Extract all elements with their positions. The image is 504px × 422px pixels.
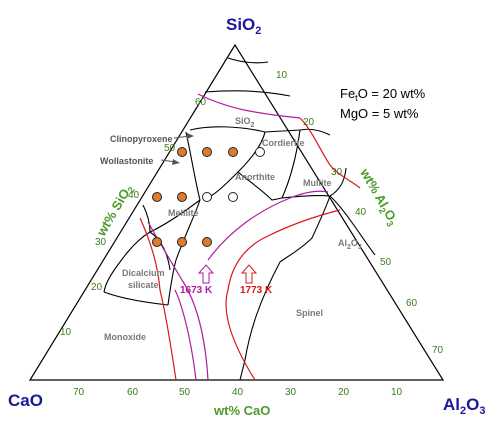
tick-label: 40	[355, 207, 367, 218]
phase-region-labels: SiO2 Cordierite Anorthite Mullite Melili…	[104, 116, 362, 342]
region-label-mullite: Mullite	[303, 178, 332, 188]
region-label-dicalcium: Dicalcium	[122, 268, 165, 278]
right-axis-ticks: 20 30 40 50 60 70 10	[276, 70, 444, 356]
boundary-line	[103, 231, 151, 293]
composition-marker	[177, 147, 187, 157]
composition-marker	[202, 237, 212, 247]
isotherm-arrow-1773	[240, 264, 258, 284]
tick-label: 30	[95, 237, 107, 248]
boundary-line	[185, 131, 201, 201]
isotherm-1773k	[227, 209, 341, 291]
tick-label: 40	[232, 387, 244, 398]
isotherm-1773k	[225, 289, 256, 381]
tick-label: 50	[179, 387, 191, 398]
boundary-line	[281, 129, 301, 199]
boundary-line	[204, 90, 291, 97]
boundary-line	[207, 131, 266, 199]
bottom-axis-ticks: 70 60 50 40 30 20 10	[73, 387, 403, 398]
region-label-monoxide: Monoxide	[104, 332, 146, 342]
isotherm-1673k	[197, 93, 301, 119]
composition-marker-open	[202, 192, 212, 202]
vertex-label-al2o3: Al2O3	[443, 395, 485, 417]
tick-label: 50	[164, 143, 176, 154]
boundary-line	[237, 171, 283, 201]
tick-label: 10	[60, 327, 72, 338]
region-label-al2o3: Al2O3	[338, 238, 362, 251]
pointer-clinopyroxene: Clinopyroxene	[110, 133, 194, 144]
boundary-line	[329, 167, 347, 197]
pointer-arrowhead	[187, 133, 194, 139]
tick-label: 30	[285, 387, 297, 398]
pointer-label-clinopyroxene: Clinopyroxene	[110, 134, 173, 144]
vertex-label-cao: CaO	[8, 391, 43, 410]
tick-label: 40	[128, 190, 140, 201]
boundary-line	[189, 126, 331, 136]
isotherm-1673k	[207, 190, 329, 261]
pointer-wollastonite: Wollastonite	[100, 156, 180, 166]
tick-label: 60	[195, 97, 207, 108]
boundary-line	[227, 57, 269, 64]
isotherm-arrow-1673	[197, 264, 215, 284]
composition-marker	[202, 147, 212, 157]
isotherm-label-text-1673: 1673 K	[180, 285, 213, 296]
region-label-sio2: SiO2	[235, 116, 255, 129]
composition-marker	[228, 147, 238, 157]
tick-label: 50	[380, 257, 392, 268]
ternary-frame	[28, 43, 445, 381]
composition-marker	[177, 192, 187, 202]
isotherm-label-1673: 1673 K	[180, 264, 215, 296]
region-label-anorthite: Anorthite	[235, 172, 275, 182]
left-axis-ticks: 30 40 50 60 20 10	[60, 97, 207, 338]
boundary-line	[239, 195, 331, 381]
tick-label: 10	[276, 70, 288, 81]
tick-label: 20	[303, 117, 315, 128]
isotherm-1773k	[299, 117, 361, 189]
tick-label: 20	[91, 282, 103, 293]
isotherm-1673k	[174, 289, 197, 381]
isotherm-label-1773: 1773 K	[240, 264, 273, 296]
boundary-line	[103, 291, 169, 306]
tick-label: 60	[127, 387, 139, 398]
phase-boundaries	[103, 57, 376, 381]
composition-marker-open	[255, 147, 265, 157]
condition-mgo: MgO = 5 wt%	[340, 106, 419, 121]
region-label-silicate: silicate	[128, 280, 159, 290]
vertex-label-sio2: SiO2	[226, 15, 261, 37]
composition-markers	[152, 147, 265, 247]
axis-title-right: wt% Al2O3	[355, 165, 401, 228]
isotherm-1773k	[139, 217, 177, 381]
pointer-arrowhead	[172, 159, 180, 165]
tick-label: 60	[406, 298, 418, 309]
composition-marker	[152, 192, 162, 202]
composition-marker	[152, 237, 162, 247]
composition-marker-open	[228, 192, 238, 202]
composition-marker	[177, 237, 187, 247]
boundary-line	[149, 199, 201, 233]
condition-feto: FetO = 20 wt%	[340, 86, 426, 103]
region-label-melilite: Melilite	[168, 208, 199, 218]
region-label-cordierite: Cordierite	[262, 138, 305, 148]
pointer-label-wollastonite: Wollastonite	[100, 156, 153, 166]
isotherm-label-text-1773: 1773 K	[240, 285, 273, 296]
axis-title-bottom: wt% CaO	[213, 403, 270, 418]
tick-label: 20	[338, 387, 350, 398]
tick-label: 10	[391, 387, 403, 398]
region-label-spinel: Spinel	[296, 308, 323, 318]
tick-label: 70	[432, 345, 444, 356]
tick-label: 70	[73, 387, 85, 398]
boundary-line	[142, 204, 151, 233]
tick-label: 30	[331, 167, 343, 178]
boundary-line	[167, 199, 201, 306]
